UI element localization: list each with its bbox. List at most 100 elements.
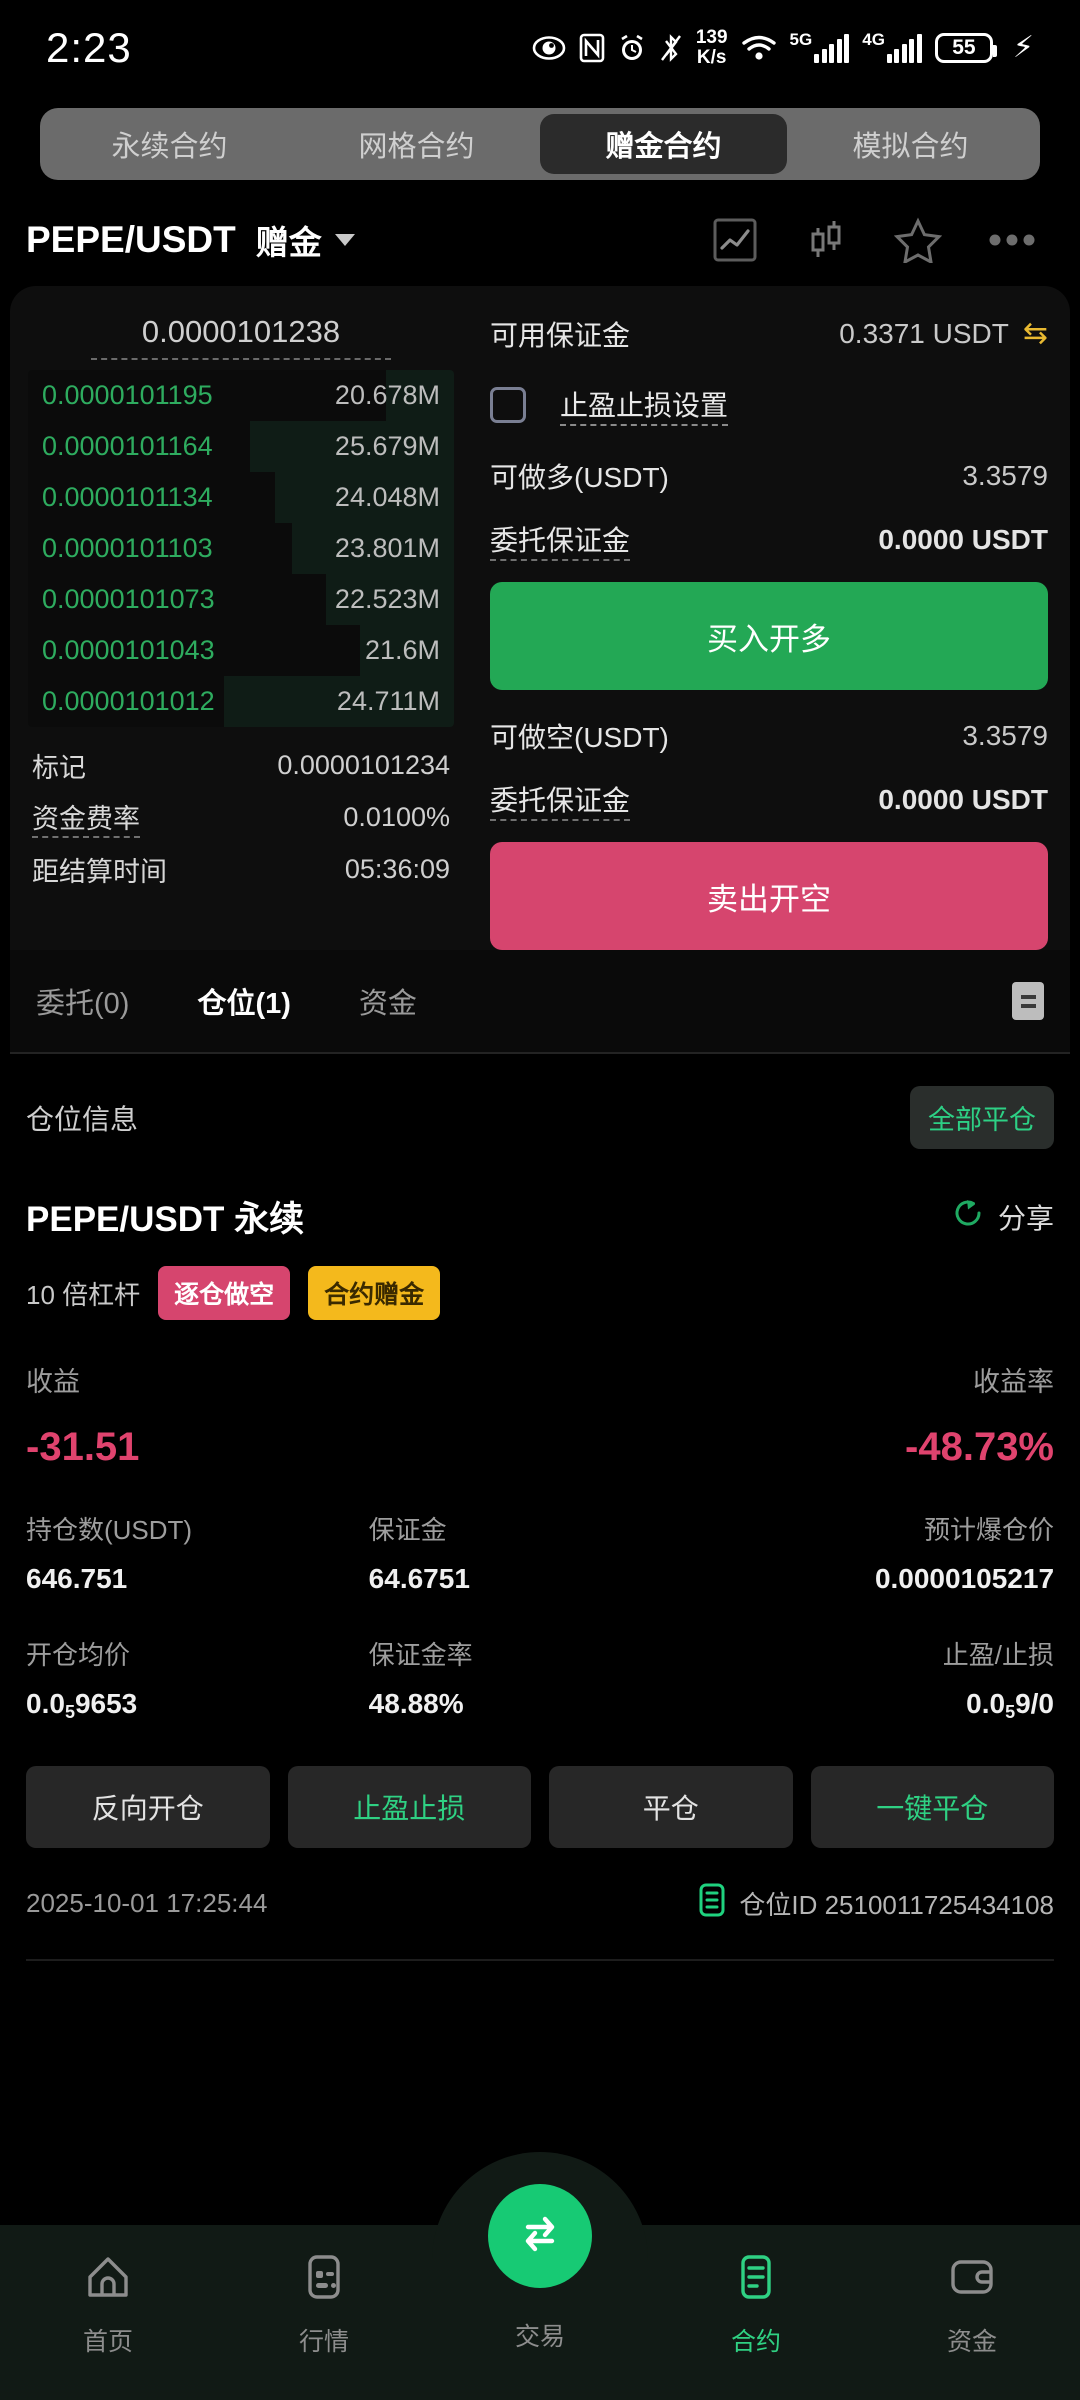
line-chart-icon[interactable] [712, 217, 758, 263]
orders-tab-bar: 委托(0) 仓位(1) 资金 [10, 950, 1070, 1054]
long-order-margin-row: 委托保证金 0.0000 USDT [490, 508, 1048, 572]
order-book-amount: 21.6M [364, 635, 440, 665]
order-book-row[interactable]: 0.0000101134 24.048M [28, 472, 454, 523]
stat-label[interactable]: 资金费率 [32, 797, 140, 838]
stat-funding-rate: 资金费率 0.0100% [32, 791, 450, 843]
tab-funds[interactable]: 资金 [358, 988, 417, 1020]
position-footer: 2025-10-01 17:25:44 仓位ID 251001172543410… [26, 1882, 1054, 1925]
pnl-rate-block: 收益率 -48.73% [540, 1360, 1054, 1470]
tab-demo[interactable]: 模拟合约 [852, 131, 969, 163]
tp-sl-checkbox[interactable] [490, 387, 526, 423]
section-divider [26, 1959, 1054, 1961]
metric-label: 保证金 [368, 1515, 447, 1545]
tag-bonus-contract: 合约赠金 [308, 1266, 441, 1320]
position-action-buttons: 反向开仓 止盈止损 平仓 一键平仓 [26, 1766, 1054, 1848]
long-available-label: 可做多(USDT) [490, 462, 669, 493]
nav-item-home[interactable]: 首页 [0, 2251, 216, 2358]
order-book-row[interactable]: 0.0000101103 23.801M [28, 523, 454, 574]
order-book-price: 0.0000101134 [42, 482, 213, 512]
document-copy-icon[interactable] [697, 1882, 727, 1925]
metric-label: 止盈/止损 [942, 1640, 1055, 1670]
star-icon[interactable] [894, 217, 942, 263]
signal-4g-icon: 4G [862, 31, 922, 63]
position-id-group[interactable]: 仓位ID 2510011725434108 [697, 1882, 1054, 1925]
position-card-header: PEPE/USDT 永续 分享 [26, 1191, 1054, 1242]
eye-care-icon [532, 35, 566, 61]
depth-bar [28, 676, 224, 727]
short-available-value: 3.3579 [962, 720, 1048, 751]
metric-value: 64.6751 [368, 1563, 470, 1594]
buy-long-button[interactable]: 买入开多 [490, 582, 1048, 690]
short-order-margin-label[interactable]: 委托保证金 [490, 779, 631, 821]
order-book-row[interactable]: 0.0000101195 20.678M [28, 370, 454, 421]
bottom-nav-shell: 首页 行情 交易 合约 资金 [0, 2152, 1080, 2400]
position-info-header: 仓位信息 全部平仓 [0, 1054, 1080, 1149]
tab-perpetual[interactable]: 永续合约 [111, 131, 228, 163]
long-available-row: 可做多(USDT) 3.3579 [490, 444, 1048, 508]
sell-short-button[interactable]: 卖出开空 [490, 842, 1048, 950]
long-order-margin-label[interactable]: 委托保证金 [490, 519, 631, 561]
one-click-close-button[interactable]: 一键平仓 [810, 1766, 1054, 1848]
order-book-price: 0.0000101164 [42, 431, 213, 461]
chevron-down-icon[interactable] [334, 234, 355, 246]
position-info-title: 仓位信息 [26, 1103, 139, 1135]
metric-value: 0.059653 [26, 1688, 138, 1722]
swap-icon[interactable]: ⇆ [1022, 317, 1048, 350]
nav-item-trade[interactable]: 交易 [432, 2251, 648, 2353]
order-book-row[interactable]: 0.0000101012 24.711M [28, 676, 454, 727]
refresh-share-icon [951, 1196, 985, 1237]
order-book-amount: 22.523M [334, 584, 440, 614]
tp-sl-setting-row[interactable]: 止盈止损设置 [490, 366, 1048, 444]
nav-item-assets[interactable]: 资金 [864, 2251, 1080, 2358]
long-available-value: 3.3579 [962, 460, 1048, 491]
tab-grid[interactable]: 网格合约 [358, 131, 475, 163]
order-book-last-price[interactable]: 0.0000101238 [91, 302, 391, 360]
battery-icon: 55 [934, 33, 997, 63]
pnl-row: 收益 -31.51 收益率 -48.73% [26, 1360, 1054, 1470]
list-menu-icon[interactable] [1012, 982, 1044, 1020]
stat-value: 0.0100% [343, 801, 450, 832]
stat-settlement-countdown: 距结算时间 05:36:09 [32, 843, 450, 895]
position-metrics-row-2: 开仓均价 0.059653 保证金率 48.88% 止盈/止损 0.059/0 [26, 1635, 1055, 1722]
tp-sl-button[interactable]: 止盈止损 [287, 1766, 531, 1848]
metric-label: 开仓均价 [26, 1640, 131, 1670]
close-all-button[interactable]: 全部平仓 [910, 1086, 1054, 1149]
order-book-amount: 24.048M [334, 482, 440, 512]
contract-icon [730, 2251, 782, 2308]
pair-suffix-label[interactable]: 赠金 [255, 224, 322, 261]
metric-label: 保证金率 [368, 1640, 473, 1670]
nav-item-contract[interactable]: 合约 [648, 2251, 864, 2358]
trade-fab-button[interactable] [488, 2184, 592, 2288]
order-book-amount: 25.679M [334, 431, 440, 461]
nav-label: 首页 [82, 2328, 133, 2356]
available-margin-row: 可用保证金 0.3371 USDT ⇆ [490, 302, 1048, 366]
short-available-label: 可做空(USDT) [490, 722, 669, 753]
depth-bar [28, 370, 386, 421]
more-dots-icon[interactable] [988, 232, 1036, 248]
tp-sl-label[interactable]: 止盈止损设置 [560, 384, 729, 426]
candlestick-icon[interactable] [804, 217, 848, 263]
stat-value: 0.0000101234 [277, 749, 450, 780]
close-position-button[interactable]: 平仓 [549, 1766, 793, 1848]
order-book-price: 0.0000101073 [42, 584, 215, 614]
position-id-label: 仓位ID 2510011725434108 [739, 1890, 1054, 1920]
page-title[interactable]: PEPE/USDT [26, 219, 236, 260]
pnl-rate-value: -48.73% [905, 1425, 1054, 1469]
tab-open-orders[interactable]: 委托(0) [36, 988, 130, 1020]
nav-label: 行情 [298, 2328, 349, 2356]
short-order-margin-row: 委托保证金 0.0000 USDT [490, 768, 1048, 832]
nav-item-markets[interactable]: 行情 [216, 2251, 432, 2358]
position-metrics-row-1: 持仓数(USDT) 646.751 保证金 64.6751 预计爆仓价 0.00… [26, 1510, 1054, 1595]
tag-position-side: 逐仓做空 [158, 1266, 291, 1320]
reverse-position-button[interactable]: 反向开仓 [26, 1766, 270, 1848]
wifi-icon [741, 34, 777, 62]
charging-bolt-icon: ⚡ [1012, 31, 1034, 64]
share-button[interactable]: 分享 [951, 1196, 1054, 1237]
depth-bar [28, 421, 250, 472]
tab-positions[interactable]: 仓位(1) [197, 988, 291, 1020]
metric-margin: 保证金 64.6751 [369, 1510, 712, 1595]
order-book-row[interactable]: 0.0000101073 22.523M [28, 574, 454, 625]
order-book-row[interactable]: 0.0000101164 25.679M [28, 421, 454, 472]
order-book-row[interactable]: 0.0000101043 21.6M [28, 625, 454, 676]
tab-bonus[interactable]: 赠金合约 [540, 114, 787, 174]
